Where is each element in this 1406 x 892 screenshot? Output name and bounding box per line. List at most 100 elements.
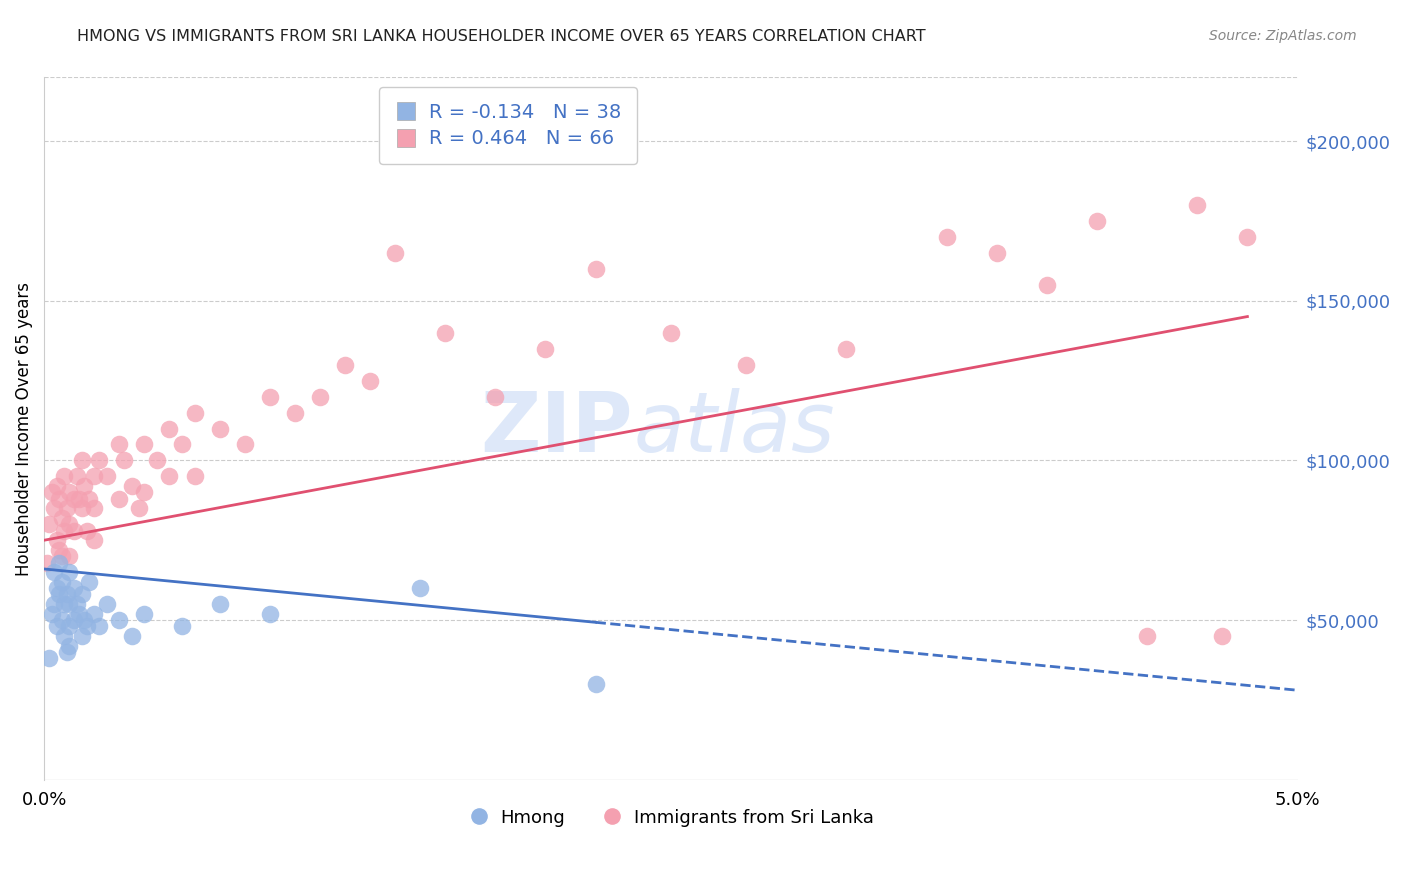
Point [76, 524, 98, 538]
Point [121, 629, 143, 643]
Point [134, 437, 156, 451]
Point [409, 581, 432, 595]
Point [53, 524, 76, 538]
Point [58, 549, 80, 564]
Point [835, 342, 858, 356]
Point [51, 613, 73, 627]
Point [58, 619, 80, 633]
Point [359, 374, 381, 388]
Point [53, 629, 76, 643]
Point [73, 479, 96, 493]
Point [77, 491, 100, 506]
Point [146, 453, 169, 467]
Point [77, 574, 100, 589]
Point [735, 358, 758, 372]
Point [45, 581, 67, 595]
Point [935, 230, 957, 244]
Point [63, 524, 86, 538]
Point [76, 619, 98, 633]
Point [66, 469, 89, 483]
Point [51, 549, 73, 564]
Point [63, 581, 86, 595]
Point [38, 651, 60, 665]
Point [484, 390, 506, 404]
Point [58, 639, 80, 653]
Point [585, 262, 607, 277]
Point [83, 501, 105, 516]
Point [585, 677, 607, 691]
Point [45, 533, 67, 548]
Point [1211, 629, 1233, 643]
Point [1236, 230, 1258, 244]
Point [48, 542, 70, 557]
Point [41, 607, 63, 621]
Point [51, 574, 73, 589]
Point [66, 597, 89, 611]
Point [35, 556, 58, 570]
Point [208, 421, 231, 435]
Point [51, 511, 73, 525]
Text: HMONG VS IMMIGRANTS FROM SRI LANKA HOUSEHOLDER INCOME OVER 65 YEARS CORRELATION : HMONG VS IMMIGRANTS FROM SRI LANKA HOUSE… [77, 29, 927, 44]
Point [58, 565, 80, 579]
Point [55, 501, 77, 516]
Point [534, 342, 557, 356]
Point [45, 619, 67, 633]
Point [67, 607, 90, 621]
Point [986, 246, 1008, 260]
Point [259, 607, 281, 621]
Point [434, 326, 457, 340]
Point [284, 406, 307, 420]
Point [70, 453, 93, 467]
Point [121, 479, 143, 493]
Point [58, 485, 80, 500]
Point [108, 613, 131, 627]
Point [53, 469, 76, 483]
Point [45, 479, 67, 493]
Point [38, 517, 60, 532]
Point [83, 607, 105, 621]
Point [1036, 277, 1059, 292]
Point [134, 607, 156, 621]
Point [659, 326, 682, 340]
Point [170, 437, 193, 451]
Text: Source: ZipAtlas.com: Source: ZipAtlas.com [1209, 29, 1357, 43]
Point [233, 437, 256, 451]
Text: atlas: atlas [633, 388, 835, 469]
Point [44, 565, 66, 579]
Point [53, 597, 76, 611]
Point [170, 619, 193, 633]
Point [1187, 198, 1209, 212]
Point [70, 587, 93, 601]
Point [48, 587, 70, 601]
Point [159, 469, 181, 483]
Point [58, 517, 80, 532]
Point [96, 597, 118, 611]
Point [108, 437, 131, 451]
Point [134, 485, 156, 500]
Point [183, 406, 205, 420]
Point [44, 597, 66, 611]
Point [259, 390, 281, 404]
Point [55, 587, 77, 601]
Point [159, 421, 181, 435]
Point [63, 613, 86, 627]
Y-axis label: Householder Income Over 65 years: Householder Income Over 65 years [15, 282, 32, 575]
Legend: Hmong, Immigrants from Sri Lanka: Hmong, Immigrants from Sri Lanka [461, 801, 882, 834]
Point [67, 491, 90, 506]
Point [309, 390, 332, 404]
Point [73, 613, 96, 627]
Point [48, 491, 70, 506]
Point [89, 619, 111, 633]
Point [208, 597, 231, 611]
Point [96, 469, 118, 483]
Point [1085, 214, 1108, 228]
Point [83, 469, 105, 483]
Point [128, 501, 150, 516]
Point [183, 469, 205, 483]
Point [333, 358, 356, 372]
Point [58, 597, 80, 611]
Point [48, 556, 70, 570]
Point [55, 645, 77, 659]
Point [83, 533, 105, 548]
Point [384, 246, 406, 260]
